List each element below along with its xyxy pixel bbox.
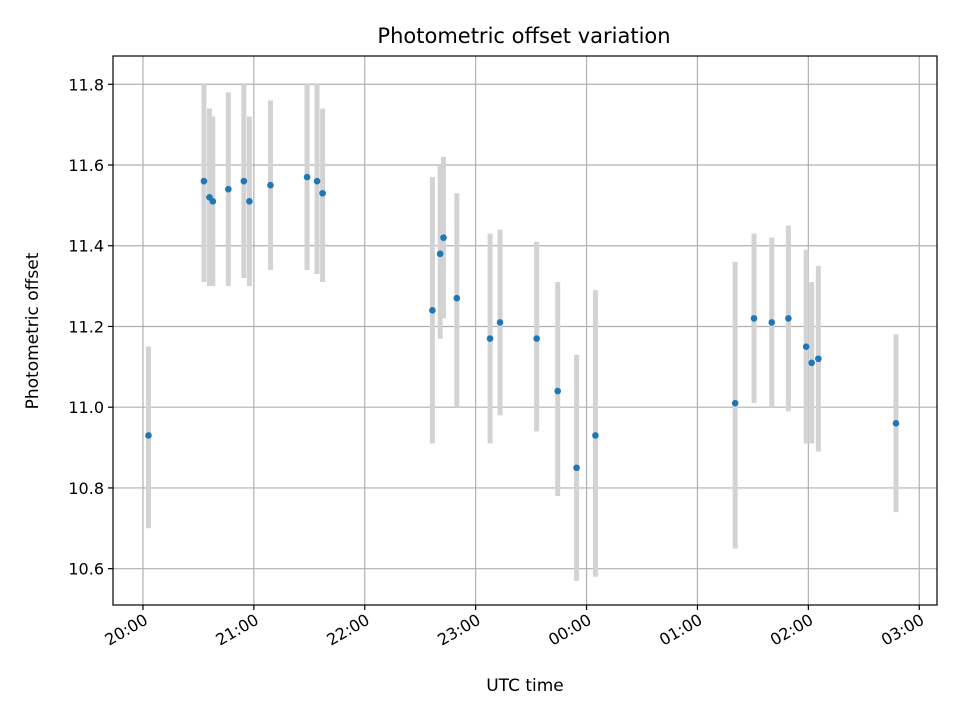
y-tick-label: 10.8	[68, 479, 104, 498]
plot-frame	[112, 55, 938, 606]
data-point	[319, 189, 326, 197]
data-point	[486, 335, 494, 342]
data-point	[303, 173, 311, 181]
data-point	[200, 177, 208, 185]
y-tick-label: 11.0	[68, 398, 104, 417]
data-points	[145, 173, 900, 472]
data-point	[554, 387, 562, 395]
data-point	[453, 294, 461, 302]
grid-lines	[113, 56, 937, 605]
data-point	[573, 464, 580, 472]
data-point	[815, 355, 822, 363]
y-axis-label: Photometric offset	[23, 252, 43, 409]
y-tick-label: 11.6	[68, 156, 104, 175]
data-point	[802, 343, 810, 350]
data-point	[267, 181, 274, 189]
data-point	[892, 420, 900, 427]
error-bars	[145, 84, 899, 581]
data-point	[533, 335, 540, 342]
x-tick-label: 23:00	[434, 610, 483, 650]
x-tick-label: 03:00	[878, 610, 927, 650]
x-axis-label: UTC time	[486, 676, 564, 696]
data-point	[785, 315, 792, 322]
data-point	[731, 399, 739, 407]
y-tick-label: 11.4	[68, 237, 104, 256]
x-tick-label: 00:00	[545, 610, 594, 650]
data-point	[225, 185, 232, 193]
data-point	[768, 319, 776, 326]
x-tick-label: 01:00	[656, 610, 705, 650]
data-point	[750, 315, 758, 322]
data-point	[240, 177, 248, 185]
data-point	[246, 198, 253, 205]
x-axis-ticks: 20:00 21:00 22:00 23:00 00:00 01:00 02:00 03:00	[102, 605, 927, 650]
data-point	[429, 307, 436, 314]
x-tick-label: 21:00	[212, 610, 261, 650]
data-point	[209, 198, 217, 205]
data-point	[592, 432, 599, 439]
y-axis-ticks: 10.6 10.8 11.0 11.2 11.4 11.6 11.8	[68, 75, 113, 579]
x-tick-label: 02:00	[767, 610, 816, 650]
data-point	[436, 250, 444, 258]
y-tick-label: 11.2	[68, 317, 104, 336]
data-point	[145, 432, 152, 439]
data-point	[808, 359, 815, 367]
x-tick-label: 22:00	[323, 610, 372, 650]
chart-title: Photometric offset variation	[377, 24, 670, 48]
x-tick-label: 20:00	[102, 610, 151, 650]
data-point	[313, 177, 321, 185]
y-tick-label: 11.8	[68, 75, 104, 94]
y-tick-label: 10.6	[68, 560, 104, 579]
data-point	[496, 319, 504, 326]
data-point	[440, 234, 447, 241]
